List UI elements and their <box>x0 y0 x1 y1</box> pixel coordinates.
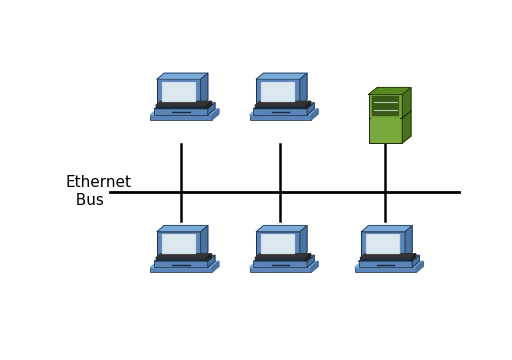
Bar <box>358 261 412 267</box>
Bar <box>255 105 306 109</box>
Bar <box>255 258 306 261</box>
Bar <box>369 94 402 143</box>
Bar <box>371 118 400 141</box>
Polygon shape <box>255 101 311 105</box>
Polygon shape <box>411 254 416 261</box>
Bar <box>162 234 196 254</box>
Bar <box>151 115 212 120</box>
Polygon shape <box>355 261 423 267</box>
Bar <box>157 232 201 258</box>
Polygon shape <box>157 226 208 232</box>
Bar <box>154 109 208 115</box>
Polygon shape <box>156 254 211 258</box>
Polygon shape <box>212 109 219 120</box>
Bar <box>366 234 400 254</box>
Polygon shape <box>151 109 219 115</box>
Polygon shape <box>253 103 314 109</box>
Polygon shape <box>201 226 208 258</box>
Polygon shape <box>208 255 215 267</box>
Polygon shape <box>306 101 311 109</box>
Bar <box>372 96 399 116</box>
Polygon shape <box>412 255 419 267</box>
Polygon shape <box>206 254 211 261</box>
Polygon shape <box>154 255 215 261</box>
Polygon shape <box>201 73 208 105</box>
Polygon shape <box>416 261 423 273</box>
Polygon shape <box>402 87 411 143</box>
Polygon shape <box>306 254 311 261</box>
Polygon shape <box>300 226 307 258</box>
Polygon shape <box>253 255 314 261</box>
Bar <box>256 232 300 258</box>
Polygon shape <box>212 261 219 273</box>
Polygon shape <box>256 226 307 232</box>
Polygon shape <box>307 103 314 115</box>
Bar <box>256 79 300 105</box>
Polygon shape <box>307 255 314 267</box>
Bar <box>249 267 311 273</box>
Bar <box>151 267 212 273</box>
Polygon shape <box>311 109 318 120</box>
Polygon shape <box>361 226 412 232</box>
Bar <box>162 82 196 102</box>
Polygon shape <box>405 226 412 258</box>
Bar <box>261 82 295 102</box>
Polygon shape <box>206 101 211 109</box>
Polygon shape <box>151 261 219 267</box>
Bar <box>253 109 307 115</box>
Polygon shape <box>369 87 411 94</box>
Polygon shape <box>300 73 307 105</box>
Bar <box>154 261 208 267</box>
Polygon shape <box>311 261 318 273</box>
Bar <box>261 234 295 254</box>
Bar <box>355 267 416 273</box>
Bar <box>157 79 201 105</box>
Polygon shape <box>255 254 311 258</box>
Bar <box>253 261 307 267</box>
Polygon shape <box>208 103 215 115</box>
Polygon shape <box>358 255 419 261</box>
Polygon shape <box>156 101 211 105</box>
Bar <box>360 258 411 261</box>
Polygon shape <box>157 73 208 79</box>
Bar <box>156 105 206 109</box>
Bar <box>249 115 311 120</box>
Polygon shape <box>249 109 318 115</box>
Polygon shape <box>154 103 215 109</box>
Polygon shape <box>360 254 416 258</box>
Polygon shape <box>249 261 318 267</box>
Polygon shape <box>256 73 307 79</box>
Text: Ethernet
  Bus: Ethernet Bus <box>66 175 132 208</box>
Bar <box>156 258 206 261</box>
Bar <box>361 232 405 258</box>
